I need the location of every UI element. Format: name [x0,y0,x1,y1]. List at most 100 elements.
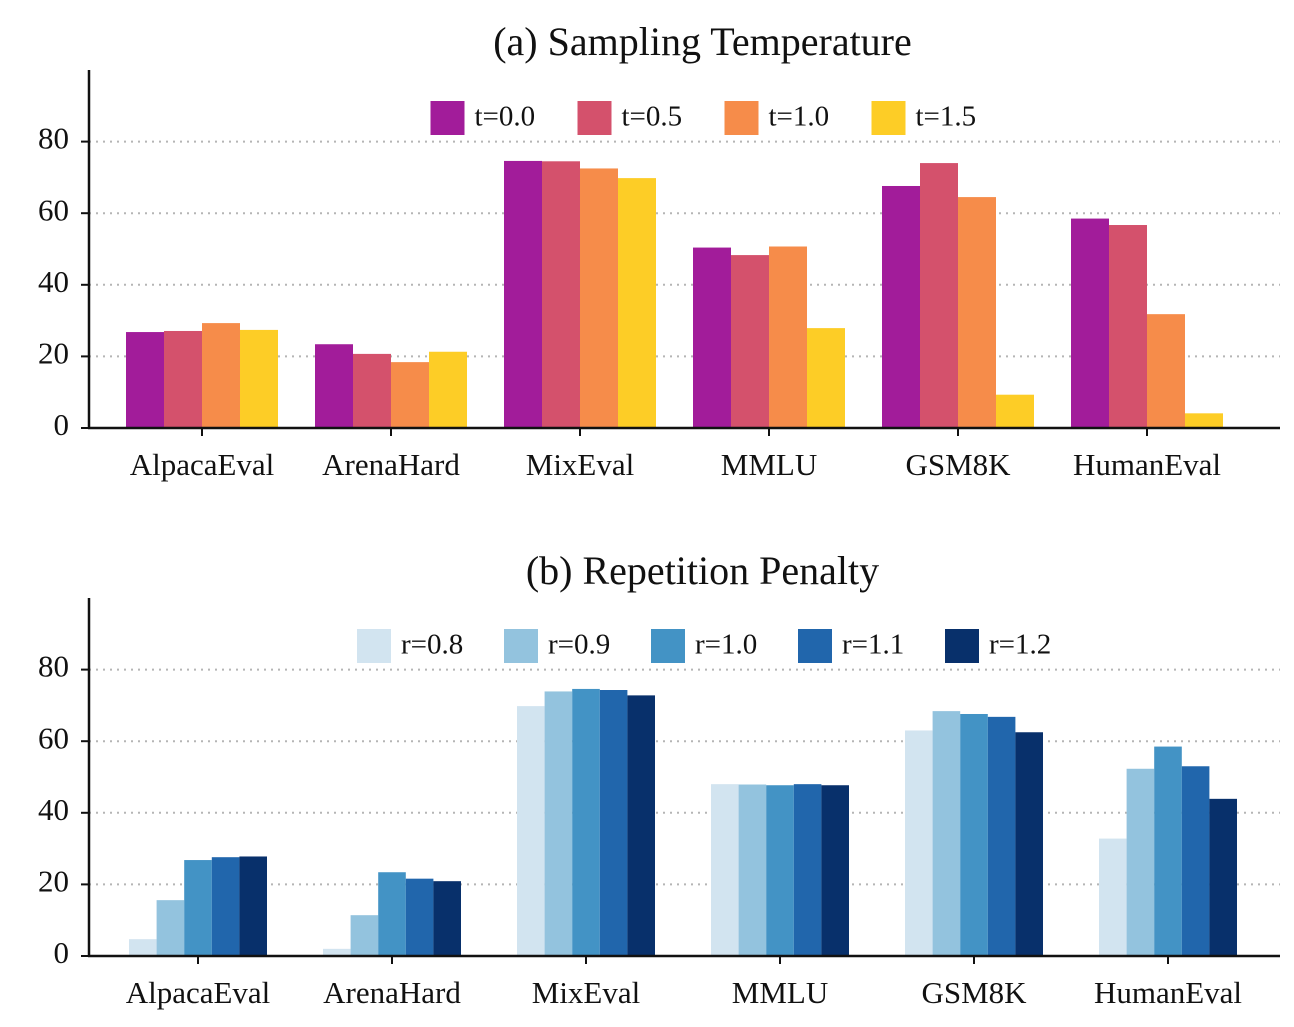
bar-mmlu-r-1-0 [766,785,794,956]
bar-gsm8k-t-1-0 [958,197,996,428]
y-tick-label: 0 [54,935,70,970]
bar-mixeval-t-1-5 [618,178,656,428]
bar-arenahard-t-0-5 [353,353,391,428]
bar-alpacaeval-r-1-0 [184,860,212,956]
y-tick-label: 80 [38,649,69,684]
bar-mixeval-r-1-0 [572,688,600,956]
bar-mixeval-r-0-8 [517,706,545,956]
bar-arenahard-r-0-8 [323,948,351,956]
x-tick-label-gsm8k: GSM8K [921,975,1027,1010]
x-tick-label-mmlu: MMLU [732,975,828,1010]
bar-arenahard-r-1-0 [378,872,406,956]
x-tick-label-mmlu: MMLU [721,447,817,482]
bar-mixeval-r-1-1 [599,690,628,956]
bar-alpacaeval-t-0-5 [164,330,202,428]
y-tick-label: 40 [38,792,69,827]
y-tick-label: 60 [38,720,69,755]
bar-gsm8k-r-1-0 [960,713,988,956]
x-tick-label-alpacaeval: AlpacaEval [130,447,275,482]
legend: r=0.8 r=0.9 r=1.0 r=1.1 r=1.2 [357,629,1051,663]
bar-gsm8k-r-0-8 [905,730,933,956]
bar-humaneval-t-0-5 [1109,225,1147,428]
bar-humaneval-r-1-2 [1209,798,1237,956]
bar-mmlu-r-1-2 [821,785,849,956]
bar-arenahard-t-1-5 [429,351,467,428]
bar-humaneval-t-0-0 [1071,218,1109,428]
bar-mixeval-t-0-0 [504,160,542,428]
bar-mmlu-t-0-5 [731,255,769,428]
legend-label-r-0-9: r=0.9 [548,629,610,661]
y-tick-label: 80 [38,121,69,156]
bar-mmlu-r-1-1 [793,784,822,956]
x-tick-label-alpacaeval: AlpacaEval [126,975,271,1010]
bar-mmlu-r-0-8 [711,784,739,956]
bar-alpacaeval-r-0-9 [156,900,185,956]
bar-gsm8k-r-1-1 [987,716,1016,956]
bar-alpacaeval-r-1-1 [211,857,240,956]
bar-gsm8k-t-0-0 [882,185,920,428]
bar-mmlu-t-1-5 [807,328,845,428]
bar-gsm8k-r-0-9 [932,711,961,956]
y-tick-label: 40 [38,264,69,299]
x-tick-label-mixeval: MixEval [526,447,635,482]
legend-swatch-r-1-2 [945,629,979,663]
bar-mixeval-t-1-0 [580,168,618,428]
legend-swatch-r-1-0 [651,629,685,663]
y-tick-label: 20 [38,336,69,371]
legend-label-t-1-5: t=1.5 [916,101,977,133]
legend-swatch-r-1-1 [798,629,832,663]
legend-swatch-t-1-5 [871,101,906,135]
bar-humaneval-r-0-8 [1099,838,1127,956]
legend: t=0.0 t=0.5 t=1.0 t=1.5 [430,101,977,135]
bar-mmlu-r-0-9 [738,784,767,956]
y-tick-label: 60 [38,192,69,227]
x-tick-label-humaneval: HumanEval [1073,447,1221,482]
bar-arenahard-r-1-2 [433,881,461,956]
x-tick-label-humaneval: HumanEval [1094,975,1242,1010]
bar-mixeval-r-0-9 [544,691,573,956]
bar-alpacaeval-t-0-0 [126,332,164,428]
bar-gsm8k-r-1-2 [1015,732,1043,956]
legend-swatch-t-0-5 [577,101,612,135]
bar-gsm8k-t-1-5 [996,394,1034,428]
chart-title: (b) Repetition Penalty [526,548,879,593]
bar-arenahard-r-0-9 [350,915,379,956]
bar-humaneval-r-1-1 [1181,766,1210,956]
legend-label-r-1-2: r=1.2 [989,629,1051,661]
x-tick-label-gsm8k: GSM8K [905,447,1011,482]
bar-alpacaeval-t-1-0 [202,323,240,428]
legend-label-t-1-0: t=1.0 [769,101,830,133]
bar-mmlu-t-0-0 [693,247,731,428]
y-tick-label: 20 [38,864,69,899]
x-tick-label-mixeval: MixEval [532,975,641,1010]
bar-humaneval-r-1-0 [1154,746,1182,956]
bar-arenahard-r-1-1 [405,878,434,956]
legend-swatch-t-0-0 [430,101,465,135]
bar-arenahard-t-1-0 [391,362,429,428]
legend-label-t-0-5: t=0.5 [622,101,683,133]
bar-alpacaeval-r-1-2 [239,856,267,956]
bar-mmlu-t-1-0 [769,246,807,428]
y-tick-label: 0 [54,407,70,442]
legend-label-t-0-0: t=0.0 [475,101,536,133]
bar-mixeval-t-0-5 [542,161,580,429]
bar-humaneval-r-0-9 [1126,768,1155,956]
legend-label-r-0-8: r=0.8 [401,629,463,661]
legend-label-r-1-0: r=1.0 [695,629,757,661]
legend-swatch-r-0-9 [504,629,538,663]
x-tick-label-arenahard: ArenaHard [323,975,461,1010]
bar-mixeval-r-1-2 [627,695,655,956]
bar-alpacaeval-t-1-5 [240,329,278,428]
chart-panel-1: (a) Sampling Temperature 0 20 40 60 80 AlpacaE… [38,19,1280,482]
bar-humaneval-t-1-5 [1185,413,1223,428]
chart-panel-2: (b) Repetition Penalty 0 20 40 60 80 AlpacaEva… [38,548,1280,1010]
x-tick-label-arenahard: ArenaHard [322,447,460,482]
legend-label-r-1-1: r=1.1 [842,629,904,661]
bar-gsm8k-t-0-5 [920,163,958,428]
chart-title: (a) Sampling Temperature [493,19,912,64]
bar-alpacaeval-r-0-8 [129,939,157,956]
bar-humaneval-t-1-0 [1147,314,1185,428]
legend-swatch-r-0-8 [357,629,391,663]
bar-arenahard-t-0-0 [315,344,353,428]
